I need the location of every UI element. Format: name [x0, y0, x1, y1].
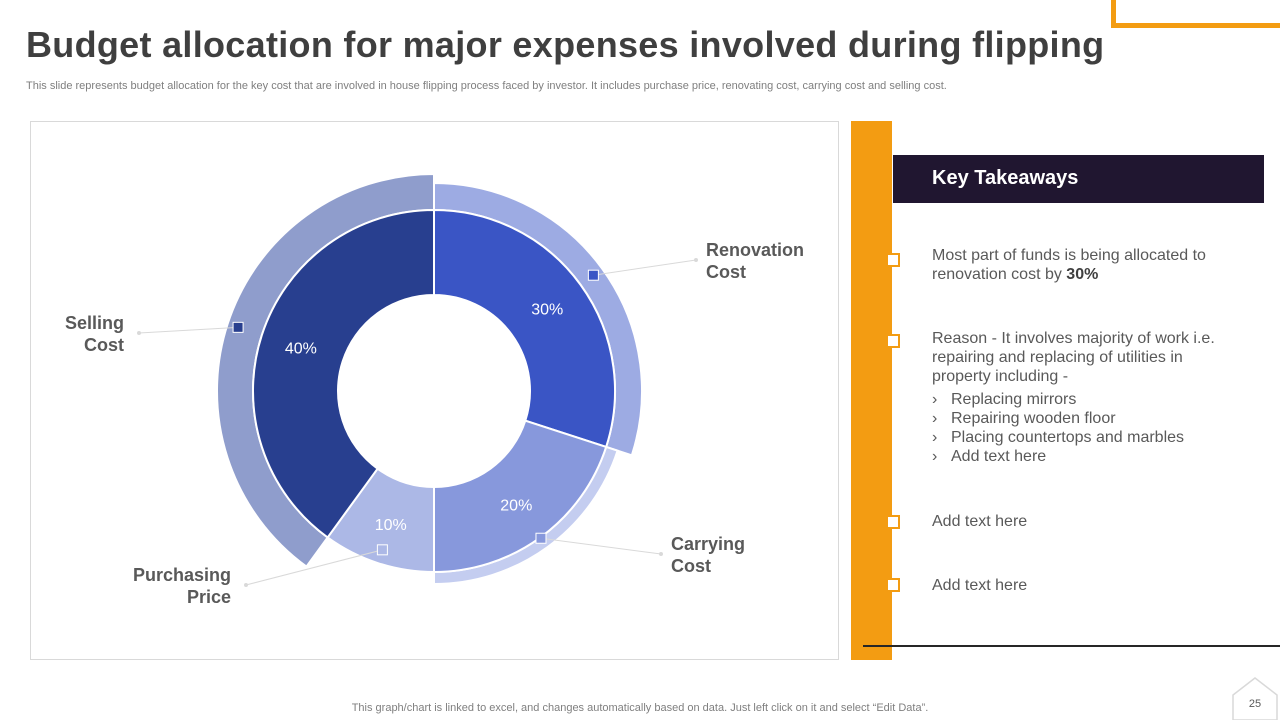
slide-subtitle: This slide represents budget allocation … [26, 80, 947, 92]
leader-line-renovation-cost [593, 259, 697, 276]
takeaways-bottom-rule [863, 645, 1280, 647]
sublist-item: › Placing countertops and marbles [932, 429, 1185, 446]
slice-label-selling-cost: 40% [285, 341, 317, 358]
takeaway-item-4: Add text here [932, 577, 1028, 594]
leader-dot-selling-cost [137, 331, 141, 335]
takeaway-2-sublist: › Replacing mirrors › Repairing wooden flo… [932, 390, 1232, 466]
takeaway-1-highlight: 30% [1066, 266, 1099, 283]
category-label-renovation-cost: Renovation Cost [706, 240, 804, 282]
takeaway-bullet-1 [886, 253, 900, 267]
leader-marker-purchasing-price [376, 544, 388, 556]
page-number-badge: 25 [1232, 677, 1278, 721]
takeaway-item-2: Reason - It involves majority of work i.… [932, 329, 1232, 466]
leader-dot-carrying-cost [659, 552, 663, 556]
takeaway-bullet-4 [886, 578, 900, 592]
leader-line-carrying-cost [540, 537, 662, 555]
takeaway-item-1: Most part of funds is being allocated to… [932, 246, 1232, 284]
category-label-selling-cost: Selling Cost [65, 313, 124, 355]
leader-marker-selling-cost [232, 321, 244, 333]
leader-dot-renovation-cost [694, 258, 698, 262]
category-label-carrying-cost: Carrying Cost [671, 534, 745, 576]
slice-renovation-cost [433, 208, 616, 449]
sublist-item: › Repairing wooden floor [932, 410, 1116, 427]
footer-note: This graph/chart is linked to excel, and… [351, 702, 929, 714]
leader-marker-carrying-cost [535, 532, 547, 544]
chevron-right-icon: › [932, 391, 938, 408]
chevron-right-icon: › [932, 448, 938, 465]
slice-selling-cost [252, 208, 435, 539]
slice-label-renovation-cost: 30% [531, 302, 563, 319]
chevron-right-icon: › [932, 429, 938, 446]
chart-frame[interactable]: 30% Renovation Cost 20% Carrying Cost 10% Purch… [30, 121, 839, 660]
key-takeaways-header: Key Takeaways [893, 155, 1264, 203]
takeaway-2-text: Reason - It involves majority of work i.… [932, 330, 1215, 385]
takeaway-1-text: Most part of funds is being allocated to… [932, 247, 1206, 283]
sublist-item: › Replacing mirrors [932, 391, 1077, 408]
takeaway-item-3: Add text here [932, 513, 1028, 530]
leader-line-selling-cost [138, 326, 239, 334]
sublist-item: › Add text here [932, 448, 1047, 465]
donut-chart[interactable]: 30% Renovation Cost 20% Carrying Cost 10% Purch… [31, 122, 838, 659]
takeaways-accent-bar [851, 121, 892, 660]
page-number: 25 [1248, 698, 1262, 710]
chevron-right-icon: › [932, 410, 938, 427]
slice-label-purchasing-price: 10% [375, 517, 407, 534]
leader-line-purchasing-price [245, 549, 383, 586]
leader-marker-renovation-cost [587, 269, 599, 281]
leader-dot-purchasing-price [244, 583, 248, 587]
slide-title: Budget allocation for major expenses inv… [26, 24, 1105, 65]
corner-accent [1111, 0, 1280, 28]
slice-carrying-cost [433, 419, 608, 574]
takeaway-bullet-2 [886, 334, 900, 348]
takeaway-bullet-3 [886, 515, 900, 529]
slice-label-carrying-cost: 20% [500, 497, 532, 514]
category-label-purchasing-price: Purchasing Price [133, 565, 231, 607]
